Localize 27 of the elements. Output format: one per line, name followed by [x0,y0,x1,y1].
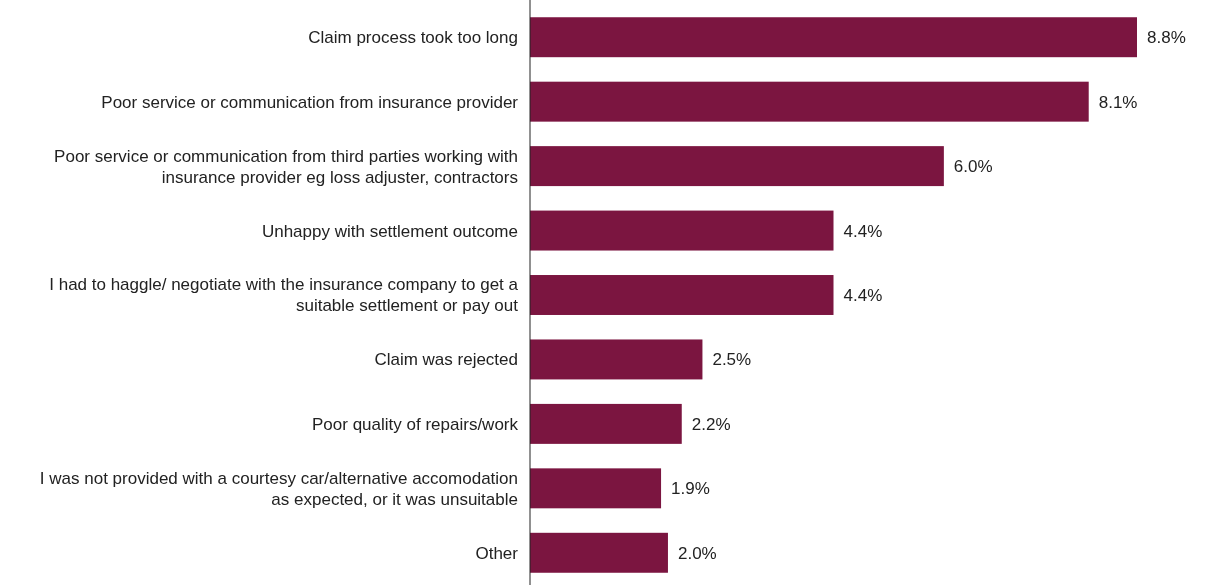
bar [530,403,682,444]
bar [530,81,1089,122]
y-tick-label: Claim process took too long [308,28,518,48]
bar [530,532,668,573]
bar [530,339,703,380]
y-tick-label: Poor quality of repairs/work [312,414,519,434]
data-label: 2.5% [712,350,752,370]
data-label: 6.0% [953,157,993,177]
y-tick-label: I was not provided with a courtesy car/alternative accomodation as expected, or it was unsuitable [39,468,518,509]
data-label: 2.2% [691,414,731,434]
bar [530,275,834,315]
y-tick-label: Poor service or communication from third parties working with insurance provider eg loss adjuster, contractors [54,146,518,187]
data-label: 1.9% [671,479,710,499]
bar [530,17,1137,58]
y-tick-label: Poor service or communication from insurance provider [101,92,519,112]
y-tick-label: I had to haggle/ negotiate with the insurance company to get a suitable settlement or pay out [49,275,519,316]
data-label: 4.4% [843,285,883,305]
y-tick-label: Other [475,543,519,563]
bar [530,210,834,251]
y-tick-label: Claim was rejected [374,350,518,370]
data-label: 4.4% [843,221,883,241]
data-label: 8.8% [1147,28,1186,48]
data-label: 2.0% [677,543,717,563]
bar [530,468,662,509]
data-label: 8.1% [1098,92,1138,112]
y-tick-label: Unhappy with settlement outcome [261,221,518,241]
bar [530,146,944,187]
